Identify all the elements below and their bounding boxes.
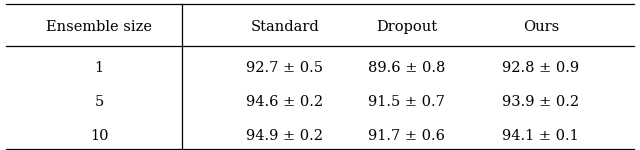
Text: 94.6 ± 0.2: 94.6 ± 0.2: [246, 95, 323, 109]
Text: 92.8 ± 0.9: 92.8 ± 0.9: [502, 60, 579, 75]
Text: 93.9 ± 0.2: 93.9 ± 0.2: [502, 95, 579, 109]
Text: 5: 5: [95, 95, 104, 109]
Text: 89.6 ± 0.8: 89.6 ± 0.8: [368, 60, 445, 75]
Text: Standard: Standard: [250, 20, 319, 34]
Text: 92.7 ± 0.5: 92.7 ± 0.5: [246, 60, 323, 75]
Text: 94.1 ± 0.1: 94.1 ± 0.1: [502, 129, 579, 144]
Text: 94.9 ± 0.2: 94.9 ± 0.2: [246, 129, 323, 144]
Text: Ours: Ours: [523, 20, 559, 34]
Text: 91.7 ± 0.6: 91.7 ± 0.6: [368, 129, 445, 144]
Text: 1: 1: [95, 60, 104, 75]
Text: Ensemble size: Ensemble size: [46, 20, 152, 34]
Text: 10: 10: [90, 129, 108, 144]
Text: 91.5 ± 0.7: 91.5 ± 0.7: [368, 95, 445, 109]
Text: Dropout: Dropout: [376, 20, 437, 34]
